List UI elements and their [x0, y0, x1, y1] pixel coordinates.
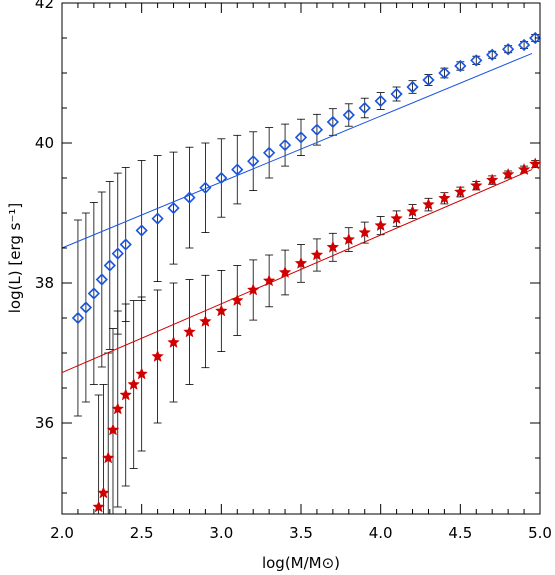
- fit-line: [61, 169, 533, 374]
- fit-line-layer: [61, 52, 533, 374]
- diamond-marker: [167, 201, 180, 215]
- star-marker: [342, 232, 356, 246]
- star-marker: [374, 218, 388, 232]
- star-marker: [294, 256, 308, 269]
- star-marker: [438, 191, 451, 204]
- diamond-marker: [87, 287, 100, 300]
- diamond-marker: [454, 59, 467, 73]
- star-marker: [358, 225, 372, 239]
- y-axis-title: log(L) [erg s⁻¹]: [6, 203, 24, 314]
- star-marker: [230, 293, 244, 306]
- y-tick-label: 42: [35, 0, 54, 12]
- diamond-marker: [215, 171, 228, 185]
- diamond-marker: [486, 48, 499, 61]
- diamond-marker: [95, 273, 108, 286]
- diamond-marker: [358, 101, 371, 115]
- marker-layer: [71, 31, 542, 513]
- diamond-marker: [119, 238, 132, 251]
- y-tick-label: 40: [35, 134, 54, 152]
- diamond-marker: [263, 146, 276, 159]
- x-tick-label: 3.5: [289, 524, 313, 542]
- star-marker: [106, 423, 120, 436]
- star-marker: [262, 274, 276, 287]
- star-marker: [127, 377, 141, 390]
- star-marker: [214, 304, 228, 317]
- star-marker: [501, 167, 515, 180]
- star-marker: [517, 162, 531, 176]
- star-marker: [485, 173, 499, 186]
- fit-line: [61, 52, 533, 249]
- x-tick-label: 5.0: [528, 524, 552, 542]
- star-marker: [101, 451, 115, 464]
- star-marker: [92, 500, 106, 513]
- diamond-marker: [374, 94, 387, 108]
- star-marker: [278, 265, 292, 278]
- errorbar-layer: [73, 34, 540, 514]
- x-tick-label: 2.5: [130, 524, 154, 542]
- star-marker: [453, 185, 467, 198]
- star-marker: [310, 248, 324, 261]
- diamond-marker: [247, 155, 260, 168]
- star-marker: [422, 197, 435, 211]
- star-marker: [390, 211, 403, 225]
- diamond-marker: [438, 66, 451, 80]
- diamond-marker: [79, 301, 93, 314]
- diamond-marker: [342, 108, 355, 122]
- diamond-marker: [529, 31, 542, 45]
- y-tick-label: 36: [35, 414, 54, 432]
- star-marker: [246, 283, 260, 296]
- star-marker: [469, 179, 483, 192]
- diamond-marker: [310, 123, 324, 136]
- star-marker: [326, 240, 340, 253]
- diamond-marker: [278, 138, 292, 152]
- x-axis-title: log(M/M⊙): [262, 554, 340, 572]
- diamond-marker: [103, 259, 116, 272]
- diamond-marker: [111, 247, 124, 260]
- star-marker: [135, 367, 149, 380]
- diamond-marker: [517, 38, 531, 52]
- diamond-marker: [231, 163, 244, 176]
- diamond-marker: [183, 191, 196, 204]
- x-tick-label: 3.0: [209, 524, 233, 542]
- diamond-marker: [326, 115, 339, 129]
- x-tick-label: 4.5: [448, 524, 472, 542]
- diamond-marker: [71, 311, 85, 325]
- diamond-marker: [135, 224, 148, 237]
- diamond-marker: [390, 87, 403, 101]
- diamond-marker: [294, 131, 308, 144]
- star-marker: [199, 314, 212, 327]
- diamond-marker: [422, 73, 435, 87]
- diamond-marker: [151, 212, 164, 225]
- star-marker: [119, 388, 133, 401]
- star-marker: [167, 335, 180, 348]
- diamond-marker: [199, 181, 212, 194]
- diamond-marker: [406, 80, 419, 94]
- star-marker: [97, 486, 110, 499]
- x-tick-label: 2.0: [50, 524, 74, 542]
- y-tick-label: 38: [35, 274, 54, 292]
- star-marker: [151, 349, 164, 362]
- star-marker: [183, 325, 196, 338]
- star-marker: [528, 157, 542, 170]
- diamond-marker: [502, 43, 515, 56]
- diamond-marker: [470, 54, 483, 67]
- star-marker: [111, 402, 125, 415]
- star-marker: [406, 204, 419, 218]
- axis-ticks: 2.0 2.5 3.0 3.5 4.0 4.5 5.0 36 38 40 42: [35, 0, 552, 542]
- x-tick-label: 4.0: [369, 524, 393, 542]
